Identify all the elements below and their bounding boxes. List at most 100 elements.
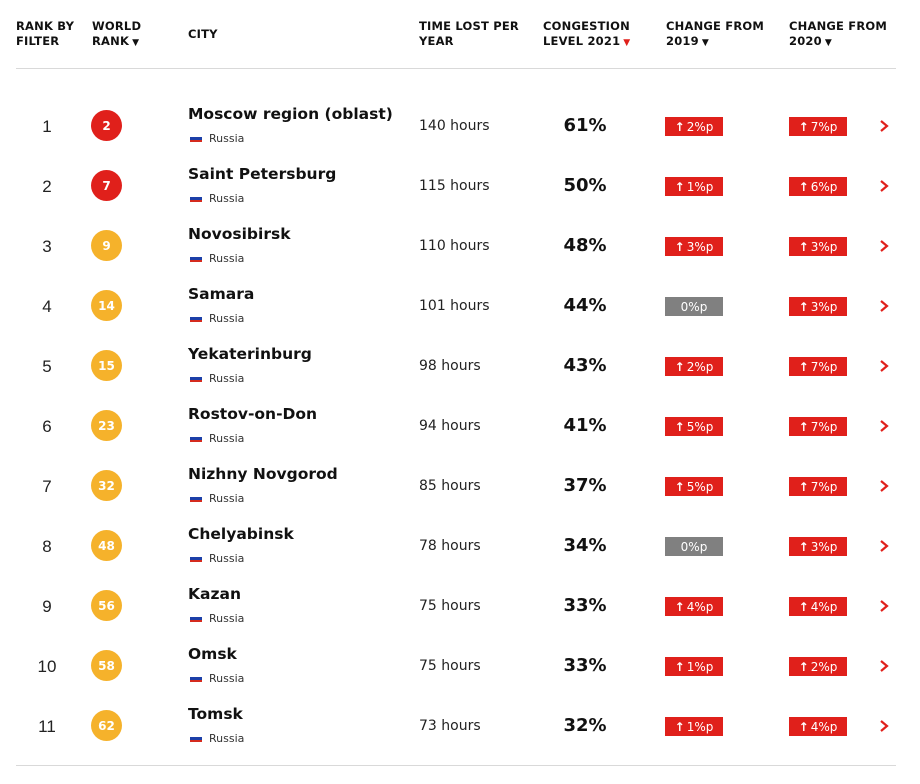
city-name[interactable]: Nizhny Novgorod <box>188 465 338 483</box>
table-header: RANK BY FILTER WORLD RANK ▼ CITY TIME LOS… <box>0 0 920 70</box>
table-row[interactable]: 10 58 Omsk Russia 75 hours 33% ↑ 1%p ↑ 2%p <box>0 636 920 696</box>
up-arrow-icon: ↑ <box>674 659 685 674</box>
city-name[interactable]: Novosibirsk <box>188 225 291 243</box>
table-row[interactable]: 7 32 Nizhny Novgorod Russia 85 hours 37%… <box>0 456 920 516</box>
change-2019-badge: ↑ 1%p <box>665 657 723 676</box>
time-lost: 73 hours <box>419 718 481 734</box>
congestion-level: 50% <box>563 175 607 196</box>
change-2020-badge: ↑ 7%p <box>789 477 847 496</box>
city-name[interactable]: Samara <box>188 285 255 303</box>
russia-flag-icon <box>190 374 202 383</box>
russia-flag-icon <box>190 614 202 623</box>
change-2020-badge: ↑ 3%p <box>789 537 847 556</box>
chevron-right-icon[interactable] <box>877 719 891 733</box>
up-arrow-icon: ↑ <box>798 539 809 554</box>
city-name[interactable]: Kazan <box>188 585 241 603</box>
change-2019-badge: ↑ 5%p <box>665 417 723 436</box>
change-2020-badge: ↑ 7%p <box>789 417 847 436</box>
chevron-right-icon[interactable] <box>877 599 891 613</box>
chevron-right-icon[interactable] <box>877 359 891 373</box>
header-congestion-level[interactable]: CONGESTION LEVEL 2021 ▼ <box>543 19 631 48</box>
table-row[interactable]: 6 23 Rostov-on-Don Russia 94 hours 41% ↑… <box>0 396 920 456</box>
city-name[interactable]: Saint Petersburg <box>188 165 337 183</box>
country: Russia <box>190 192 244 205</box>
header-change-2020[interactable]: CHANGE FROM 2020 ▼ <box>789 19 888 48</box>
rank-by-filter: 3 <box>42 237 52 256</box>
chevron-right-icon[interactable] <box>877 119 891 133</box>
table-row[interactable]: 2 7 Saint Petersburg Russia 115 hours 50… <box>0 156 920 216</box>
city-name[interactable]: Yekaterinburg <box>188 345 312 363</box>
change-2019-badge: ↑ 5%p <box>665 477 723 496</box>
chevron-right-icon[interactable] <box>877 479 891 493</box>
time-lost: 115 hours <box>419 178 490 194</box>
russia-flag-icon <box>190 134 202 143</box>
up-arrow-icon: ↑ <box>798 119 809 134</box>
chevron-right-icon[interactable] <box>877 299 891 313</box>
chevron-right-icon[interactable] <box>877 179 891 193</box>
table-row[interactable]: 8 48 Chelyabinsk Russia 78 hours 34% 0%p… <box>0 516 920 576</box>
up-arrow-icon: ↑ <box>674 119 685 134</box>
chevron-right-icon[interactable] <box>877 239 891 253</box>
table-row[interactable]: 9 56 Kazan Russia 75 hours 33% ↑ 4%p ↑ 4%p <box>0 576 920 636</box>
country-name: Russia <box>209 192 245 205</box>
header-city[interactable]: CITY <box>188 27 218 41</box>
header-time-lost[interactable]: TIME LOST PER YEAR <box>419 19 519 48</box>
change-2019-badge: 0%p <box>665 537 723 556</box>
city-name[interactable]: Moscow region (oblast) <box>188 105 393 123</box>
sort-caret-icon: ▼ <box>132 38 140 48</box>
up-arrow-icon: ↑ <box>798 479 809 494</box>
chevron-right-icon[interactable] <box>877 419 891 433</box>
country-name: Russia <box>209 612 245 625</box>
change-2019-badge: ↑ 2%p <box>665 117 723 136</box>
up-arrow-icon: ↑ <box>798 239 809 254</box>
country: Russia <box>190 312 244 325</box>
time-lost: 85 hours <box>419 478 481 494</box>
city-table-body: 1 2 Moscow region (oblast) Russia 140 ho… <box>0 96 920 756</box>
chevron-right-icon[interactable] <box>877 539 891 553</box>
sort-caret-icon: ▼ <box>701 38 709 48</box>
world-rank-badge: 56 <box>91 590 122 621</box>
change-2020-badge: ↑ 3%p <box>789 297 847 316</box>
sort-caret-icon: ▼ <box>824 38 832 48</box>
world-rank-badge: 32 <box>91 470 122 501</box>
russia-flag-icon <box>190 314 202 323</box>
up-arrow-icon: ↑ <box>674 239 685 254</box>
country: Russia <box>190 552 244 565</box>
world-rank-badge: 23 <box>91 410 122 441</box>
city-name[interactable]: Omsk <box>188 645 237 663</box>
header-change-2019[interactable]: CHANGE FROM 2019 ▼ <box>666 19 765 48</box>
up-arrow-icon: ↑ <box>674 179 685 194</box>
rank-by-filter: 10 <box>37 657 57 676</box>
header-rank-by-filter[interactable]: RANK BY FILTER <box>16 19 75 48</box>
time-lost: 75 hours <box>419 598 481 614</box>
up-arrow-icon: ↑ <box>674 419 685 434</box>
up-arrow-icon: ↑ <box>798 719 809 734</box>
country-name: Russia <box>209 432 245 445</box>
change-2020-badge: ↑ 2%p <box>789 657 847 676</box>
table-row[interactable]: 1 2 Moscow region (oblast) Russia 140 ho… <box>0 96 920 156</box>
world-rank-badge: 9 <box>91 230 122 261</box>
rank-by-filter: 9 <box>42 597 52 616</box>
city-name[interactable]: Rostov-on-Don <box>188 405 318 423</box>
rank-by-filter: 8 <box>42 537 52 556</box>
table-row[interactable]: 4 14 Samara Russia 101 hours 44% 0%p ↑ 3%… <box>0 276 920 336</box>
world-rank-badge: 7 <box>91 170 122 201</box>
russia-flag-icon <box>190 434 202 443</box>
congestion-level: 61% <box>563 115 607 136</box>
time-lost: 94 hours <box>419 418 481 434</box>
header-world-rank[interactable]: WORLD RANK ▼ <box>92 19 142 48</box>
change-2019-badge: 0%p <box>665 297 723 316</box>
table-row[interactable]: 3 9 Novosibirsk Russia 110 hours 48% ↑ 3%… <box>0 216 920 276</box>
chevron-right-icon[interactable] <box>877 659 891 673</box>
city-name[interactable]: Chelyabinsk <box>188 525 294 543</box>
table-row[interactable]: 5 15 Yekaterinburg Russia 98 hours 43% ↑… <box>0 336 920 396</box>
up-arrow-icon: ↑ <box>798 299 809 314</box>
rank-by-filter: 2 <box>42 177 52 196</box>
change-2020-badge: ↑ 3%p <box>789 237 847 256</box>
congestion-level: 44% <box>563 295 607 316</box>
city-name[interactable]: Tomsk <box>188 705 243 723</box>
country: Russia <box>190 372 244 385</box>
congestion-level: 33% <box>563 595 607 616</box>
time-lost: 75 hours <box>419 658 481 674</box>
table-row[interactable]: 11 62 Tomsk Russia 73 hours 32% ↑ 1%p ↑ 4%… <box>0 696 920 756</box>
